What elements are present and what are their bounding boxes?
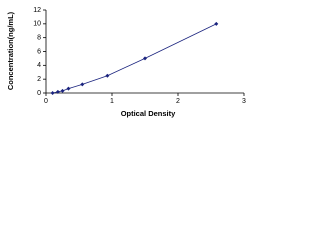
y-tick-label: 6: [37, 48, 41, 55]
data-point: [214, 21, 219, 26]
y-tick-label: 4: [37, 62, 41, 69]
data-point: [60, 88, 65, 93]
x-tick-label: 0: [44, 98, 48, 105]
x-tick-label: 3: [242, 98, 246, 105]
data-point: [105, 73, 110, 78]
y-tick-label: 8: [37, 35, 41, 42]
x-tick-label: 2: [176, 98, 180, 105]
y-tick-label: 0: [37, 90, 41, 97]
y-tick-label: 10: [33, 21, 41, 28]
chart: Optical Density Concentration(ng/mL) 0 2 4…: [6, 7, 246, 118]
data-point: [50, 91, 55, 95]
data-point: [66, 86, 71, 91]
y-tick-label: 12: [33, 7, 41, 14]
data-point: [143, 56, 147, 61]
data-line: [52, 23, 217, 94]
data-point: [55, 89, 60, 94]
y-tick-label: 2: [37, 76, 41, 83]
x-axis-title: Optical Density: [121, 109, 176, 118]
data-point: [80, 82, 85, 87]
y-axis-title: Concentration(ng/mL): [6, 11, 15, 90]
x-tick-label: 1: [110, 98, 114, 105]
